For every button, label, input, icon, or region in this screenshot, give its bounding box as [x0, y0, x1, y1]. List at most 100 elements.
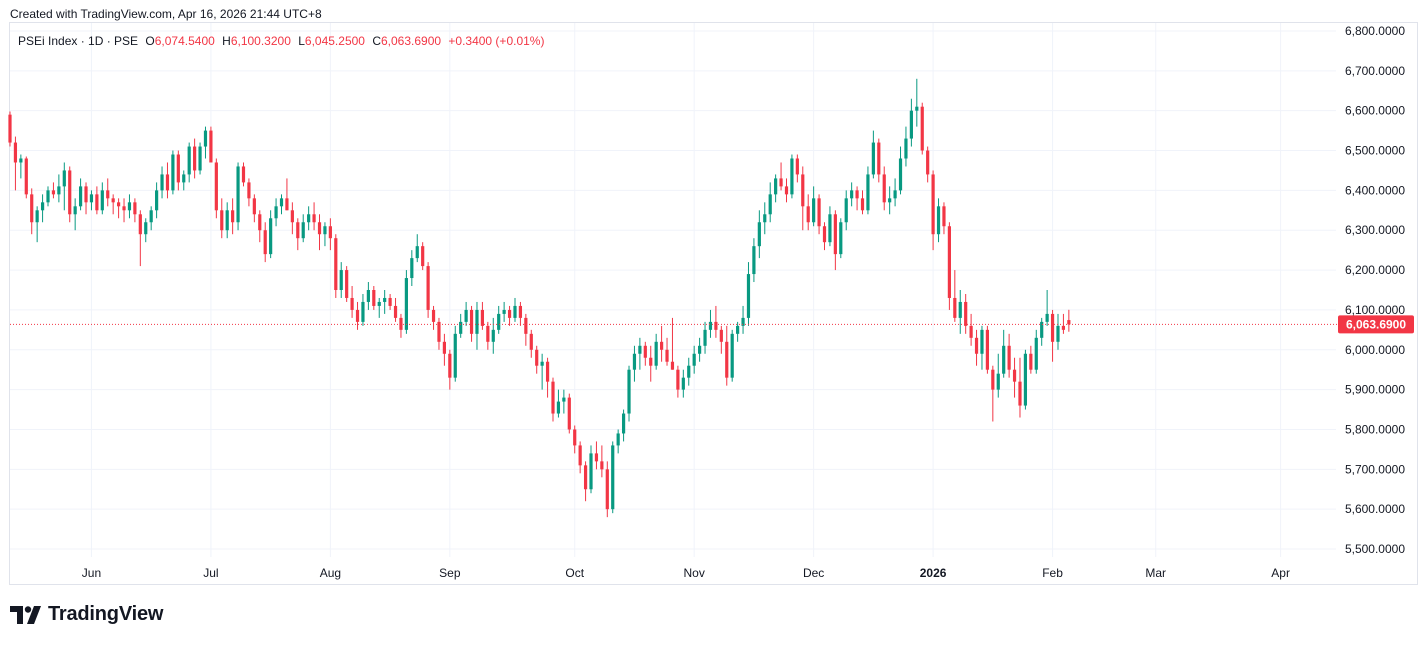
candle-body [355, 309, 360, 322]
candle-body [328, 226, 332, 239]
candle-body [860, 198, 865, 211]
time-tick-label: Jun [82, 566, 101, 580]
candle-body [1029, 353, 1033, 370]
candle-body [138, 214, 142, 235]
candle-body [133, 202, 137, 215]
candle-body [95, 194, 99, 211]
candle-body [350, 297, 354, 310]
candle-body [475, 309, 479, 334]
candle-body [312, 214, 316, 223]
price-tick-label: 6,300.0000 [1345, 223, 1405, 237]
time-tick-label: Feb [1042, 566, 1063, 580]
candle-body [681, 377, 685, 390]
candle-body [285, 198, 289, 211]
candle-body [551, 381, 555, 414]
candle-body [339, 270, 343, 290]
low-value: 6,045.2500 [304, 34, 365, 48]
candle-body [638, 345, 642, 354]
candle-body [1040, 321, 1044, 338]
candle-body [399, 317, 403, 330]
candle-body [540, 361, 544, 366]
candle-body [714, 321, 718, 330]
candle-body [958, 301, 962, 318]
candle-body [252, 198, 256, 215]
candle-body [30, 194, 34, 223]
candle-body [513, 305, 517, 318]
candle-body [600, 461, 604, 470]
candle-body [372, 290, 376, 306]
candle-body [279, 198, 284, 207]
candle-body [486, 325, 490, 342]
candle-body [231, 210, 235, 223]
candle-body [165, 174, 170, 191]
candle-body [40, 202, 45, 211]
candle-body [377, 301, 381, 306]
candle-body [730, 333, 734, 378]
candle-body [1067, 320, 1071, 325]
candle-body [888, 198, 892, 203]
candle-body [844, 198, 848, 223]
candle-body [974, 337, 979, 354]
candle-body [421, 246, 425, 267]
tradingview-logo[interactable]: TradingView [10, 603, 163, 626]
candle-body [567, 397, 571, 430]
last-price-line: 6,063.6900 [10, 315, 1414, 334]
candle-body [817, 198, 821, 227]
candles [8, 78, 1071, 518]
candle-body [833, 214, 837, 255]
candle-body [1045, 313, 1049, 322]
price-axis[interactable]: 5,500.0000 5,600.0000 5,700.0000 5,800.0000… [1345, 24, 1405, 556]
candle-body [665, 349, 669, 362]
candle-body [491, 329, 495, 342]
candle-body [160, 174, 164, 191]
symbol-name[interactable]: PSEi Index · 1D · PSE [18, 34, 139, 48]
open-value: 6,074.5400 [154, 34, 215, 48]
candle-body [611, 445, 615, 510]
candle-body [296, 222, 300, 239]
price-tick-label: 6,400.0000 [1345, 183, 1405, 197]
candle-body [502, 309, 506, 314]
candle-body [214, 162, 218, 211]
candle-body [806, 206, 810, 223]
price-tick-label: 5,700.0000 [1345, 462, 1405, 476]
candle-body [68, 170, 72, 215]
candle-body [1050, 313, 1055, 342]
candle-body [410, 258, 414, 279]
candle-body [1007, 345, 1011, 370]
candle-body [643, 345, 647, 358]
candle-body [155, 190, 159, 211]
close-label: C [372, 34, 381, 48]
candle-body [171, 154, 175, 191]
candle-body [393, 305, 398, 318]
candle-body [247, 182, 251, 199]
candle-body [176, 154, 180, 183]
candle-body [698, 345, 702, 354]
candle-body [893, 190, 897, 199]
price-tick-label: 5,900.0000 [1345, 383, 1405, 397]
candle-body [84, 186, 88, 203]
time-tick-label: Jul [203, 566, 218, 580]
candle-body [62, 170, 66, 187]
candle-body [947, 226, 951, 298]
candle-body [757, 222, 761, 247]
candle-body [459, 321, 463, 334]
candle-body [708, 321, 713, 330]
time-tick-label: Apr [1271, 566, 1290, 580]
candle-body [1002, 345, 1006, 374]
candle-body [980, 329, 984, 354]
candle-body [936, 206, 941, 235]
candle-body [779, 178, 783, 187]
candle-body [198, 146, 202, 171]
candle-body [8, 114, 12, 143]
candle-body [839, 222, 843, 255]
time-axis[interactable]: Jun Jul Aug Sep Oct Nov Dec 2026 Feb Mar Apr [82, 566, 1290, 580]
low-label: L [298, 34, 305, 48]
candle-body [605, 469, 609, 510]
candle-body [926, 150, 930, 175]
candle-body [877, 142, 881, 175]
candle-body [100, 190, 104, 211]
candle-body [182, 174, 186, 183]
candle-body [203, 130, 208, 147]
candle-body [46, 190, 50, 203]
